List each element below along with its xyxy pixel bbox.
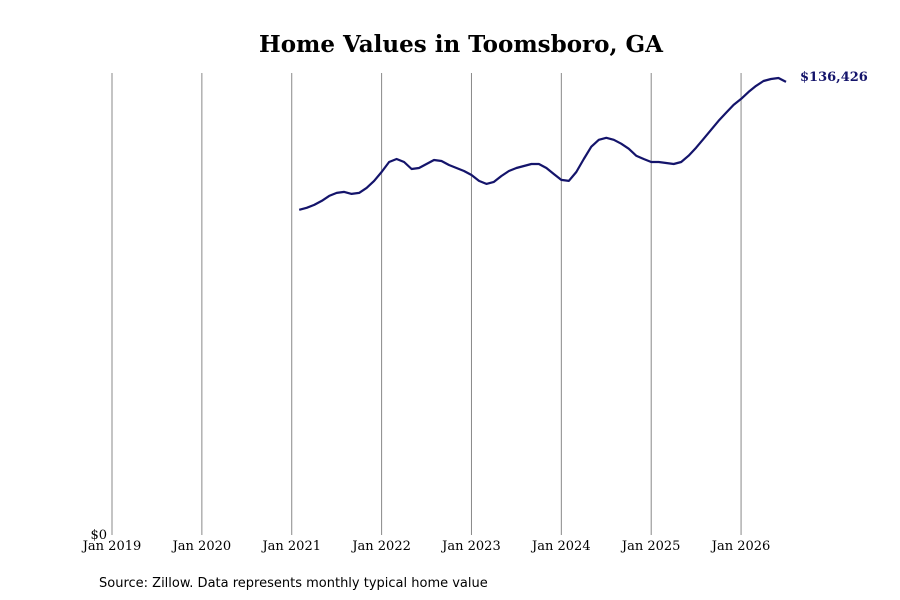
chart-title: Home Values in Toomsboro, GA — [259, 31, 664, 58]
x-tick-label: Jan 2024 — [530, 539, 591, 554]
x-tick-label: Jan 2020 — [171, 539, 232, 554]
value-line — [298, 76, 787, 211]
y-tick-label: $0 — [90, 528, 107, 543]
x-tick-label: Jan 2026 — [710, 539, 771, 554]
end-value-label: $136,426 — [800, 70, 868, 85]
x-tick-label: Jan 2019 — [81, 539, 142, 554]
x-tick-label: Jan 2021 — [260, 539, 321, 554]
x-tick-label: Jan 2022 — [350, 539, 411, 554]
source-note: Source: Zillow. Data represents monthly … — [99, 576, 488, 591]
x-tick-label: Jan 2023 — [440, 539, 501, 554]
x-tick-label: Jan 2025 — [620, 539, 681, 554]
